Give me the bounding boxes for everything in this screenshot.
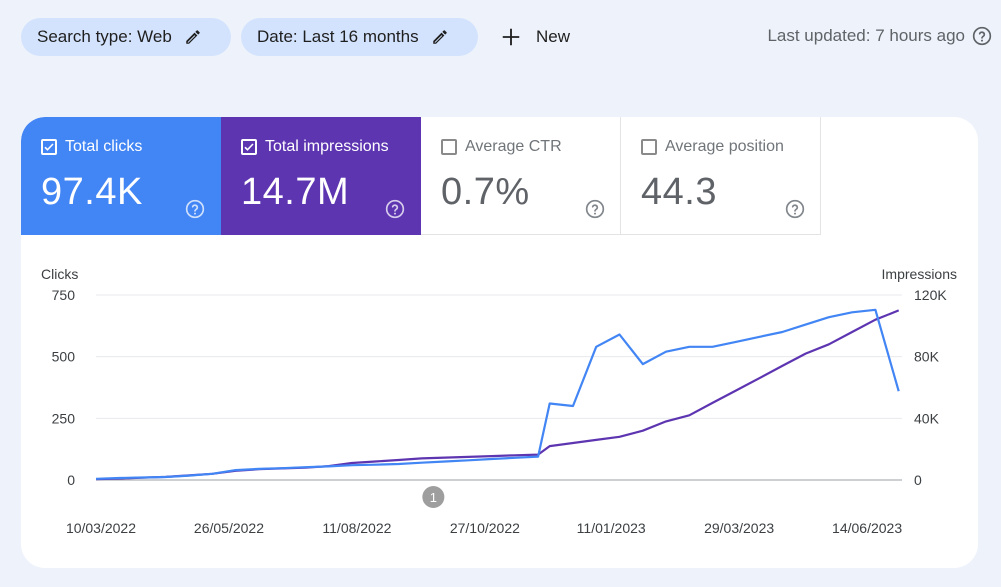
metric-average-position[interactable]: Average position 44.3 [621,117,821,235]
chart-series [95,308,900,481]
x-tick-label: 26/05/2022 [194,520,264,536]
left-tick-label: 500 [52,349,76,365]
right-axis-title: Impressions [882,266,957,282]
clicks-line [95,308,900,480]
impressions-line [95,309,900,481]
checkbox-checked-icon[interactable] [41,139,57,155]
x-tick-label: 27/10/2022 [450,520,520,536]
metric-label: Average position [665,138,784,155]
chart-tick-labels: 0 250 500 750 0 40K 80K 120K 10/03/2022 26/05/202… [52,287,948,536]
left-tick-label: 250 [52,410,76,426]
metric-value: 0.7% [441,171,530,213]
date-filter-chip[interactable]: Date: Last 16 months [241,18,478,56]
annotation-label: 1 [430,490,437,505]
metric-total-clicks[interactable]: Total clicks 97.4K [21,117,221,235]
right-tick-label: 40K [914,410,940,426]
right-tick-label: 0 [914,472,922,488]
performance-chart: Clicks Impressions 0 250 500 750 0 40K 80K 120K… [41,266,957,536]
x-tick-label: 29/03/2023 [704,520,774,536]
metric-average-ctr[interactable]: Average CTR 0.7% [421,117,621,235]
new-filter-label: New [536,27,571,46]
metric-label: Total clicks [65,138,143,155]
left-axis-title: Clicks [41,266,78,282]
help-icon[interactable] [585,199,605,219]
help-icon[interactable] [785,199,805,219]
metric-value: 97.4K [41,171,143,213]
left-tick-label: 0 [67,472,75,488]
metric-label: Average CTR [465,138,562,155]
edit-pencil-icon [432,30,447,44]
x-tick-label: 10/03/2022 [66,520,136,536]
edit-pencil-icon [186,30,200,44]
checkbox-unchecked-icon[interactable] [441,139,457,155]
help-icon[interactable] [185,199,205,219]
checkbox-checked-icon[interactable] [241,139,257,155]
x-tick-label: 11/08/2022 [322,520,391,536]
checkbox-unchecked-icon[interactable] [641,139,657,155]
performance-card: Total clicks 97.4K Total impressions 14.… [21,117,978,568]
annotation-marker[interactable] [422,486,445,508]
plus-icon [502,28,520,46]
new-filter-button[interactable]: New [500,18,570,56]
x-tick-label: 14/06/2023 [832,520,902,536]
metric-total-impressions[interactable]: Total impressions 14.7M [221,117,421,235]
right-tick-label: 120K [914,287,947,303]
help-icon[interactable] [972,26,992,46]
metric-value: 14.7M [241,171,350,213]
left-tick-label: 750 [52,287,76,303]
chart-gridlines [96,294,902,481]
metric-tabs: Total clicks 97.4K Total impressions 14.… [21,117,821,235]
last-updated-text: Last updated: 7 hours ago [767,26,965,45]
chart-annotation[interactable]: 1 [422,486,445,508]
date-filter-label: Date: Last 16 months [257,27,419,46]
metric-value: 44.3 [641,171,717,213]
help-icon[interactable] [385,199,405,219]
right-tick-label: 80K [914,349,940,365]
search-type-filter-chip[interactable]: Search type: Web [21,18,231,56]
search-type-filter-label: Search type: Web [37,27,172,46]
x-tick-label: 11/01/2023 [577,520,646,536]
metric-label: Total impressions [265,138,389,155]
